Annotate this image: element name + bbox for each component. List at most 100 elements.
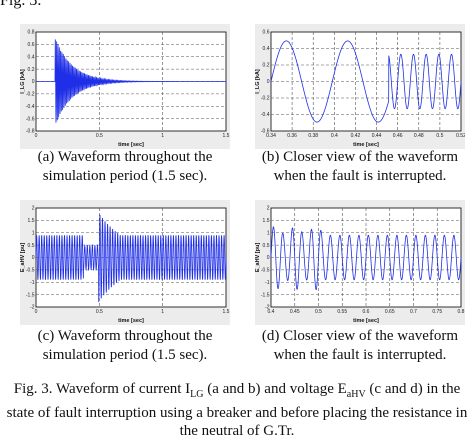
plot-c-xlabel: time [sec] xyxy=(118,318,144,324)
plot-a-series-line xyxy=(36,39,226,123)
plot-c-ytick-label: 1 xyxy=(32,230,35,236)
plot-d: 0.4 0.45 0.5 0.55 0.6 0.65 0.7 0.75 0.8 2 1.5 1 0.5 0… xyxy=(255,200,465,325)
plot-c-ytick-label: -1 xyxy=(30,280,35,286)
plot-d-xtick-label: 0.65 xyxy=(385,309,395,315)
plot-c-ytick-label: -0.5 xyxy=(26,268,35,274)
plot-c-xtick-label: 1 xyxy=(161,309,164,315)
plot-a-xtick-label: 0.5 xyxy=(96,133,103,139)
plot-a-ylabel: I_LG [kA] xyxy=(20,69,26,94)
plot-a: 0 0.5 1 1.5 0.8 0.6 0.4 0.2 0 -0.2 -0.4 -0.6 -0.8 tim… xyxy=(20,24,230,149)
plot-b-xtick-label: 0.36 xyxy=(287,133,297,139)
plot-c: 0 0.5 1 1.5 2 1.5 1 0.5 0 -0.5 -1 -1.5 -2 time [sec] E… xyxy=(20,200,230,325)
plot-a-xtick-label: 1.5 xyxy=(223,133,230,139)
plot-a-xtick-label: 1 xyxy=(161,133,164,139)
figure-caption: Fig. 3. Waveform of current ILG (a and b… xyxy=(0,380,474,440)
plot-c-xtick-label: 1.5 xyxy=(223,309,230,315)
plot-d-xtick-label: 0.75 xyxy=(432,309,442,315)
caption-d-line1: (d) Closer view of the waveform xyxy=(261,328,459,344)
plot-b-xtick-label: 0.44 xyxy=(372,133,382,139)
subscript-ahv: aHV xyxy=(346,389,366,400)
plot-panel-d: 0.4 0.45 0.5 0.55 0.6 0.65 0.7 0.75 0.8 2 1.5 1 0.5 0… xyxy=(255,200,465,325)
plot-b-series-line xyxy=(270,40,462,123)
plot-d-ytick-label: 1.5 xyxy=(263,218,270,224)
plot-panel-b: 0.34 0.36 0.38 0.4 0.42 0.44 0.46 0.48 0.5 0.52 0.… xyxy=(255,24,465,149)
plot-panel-c: 0 0.5 1 1.5 2 1.5 1 0.5 0 -0.5 -1 -1.5 -2 time [sec] E… xyxy=(20,200,230,325)
plot-d-xlabel: time [sec] xyxy=(353,318,379,324)
plot-d-xtick-label: 0.5 xyxy=(315,309,322,315)
figure-caption-line1: Fig. 3. Waveform of current ILG (a and b… xyxy=(13,381,461,400)
caption-c-line1: (c) Waveform throughout the xyxy=(37,328,213,344)
plot-a-ytick-label: 0.4 xyxy=(28,54,35,60)
plot-d-ytick-label: 1 xyxy=(267,230,270,236)
plot-c-xtick-label: 0.5 xyxy=(96,309,103,315)
plot-c-ytick-label: 0.5 xyxy=(28,243,35,249)
subscript-lg: LG xyxy=(190,389,204,400)
plot-d-ytick-label: -2 xyxy=(265,305,270,311)
plot-d-ytick-label: 2 xyxy=(267,206,270,212)
plot-a-xtick-label: 0 xyxy=(35,133,38,139)
plot-b-ylabel: I_LG [kA] xyxy=(255,69,261,94)
plot-a-ytick-label: 0 xyxy=(32,79,35,85)
plot-b-xtick-label: 0.4 xyxy=(331,133,338,139)
plot-b-xtick-label: 0.42 xyxy=(351,133,361,139)
caption-a-line1: (a) Waveform throughout the xyxy=(37,149,213,165)
caption-d-line2: when the fault is interrupted. xyxy=(273,347,447,363)
plot-d-xtick-label: 0.4 xyxy=(268,309,275,315)
caption-c: (c) Waveform throughout the simulation p… xyxy=(10,327,240,365)
caption-a-line2: simulation period (1.5 sec). xyxy=(42,168,208,184)
plot-a-xlabel: time [sec] xyxy=(118,142,144,148)
plot-b-ytick-label: 0.4 xyxy=(263,46,270,52)
figure-caption-line2: state of fault interruption using a brea… xyxy=(6,405,468,421)
figure-heading: Fig. 3. xyxy=(0,0,42,9)
plot-b-ytick-label: 0.6 xyxy=(263,30,270,36)
plot-b-xtick-label: 0.48 xyxy=(414,133,424,139)
figure-caption-line3: the neutral of G.Tr. xyxy=(179,423,295,439)
plot-c-ytick-label: 0 xyxy=(32,255,35,261)
caption-b-line1: (b) Closer view of the waveform xyxy=(261,149,459,165)
plot-panel-a: 0 0.5 1 1.5 0.8 0.6 0.4 0.2 0 -0.2 -0.4 -0.6 -0.8 tim… xyxy=(20,24,230,149)
plot-b-xtick-label: 0.5 xyxy=(436,133,443,139)
plot-a-ytick-label: -0.6 xyxy=(26,116,35,122)
plot-d-ytick-label: -1.5 xyxy=(261,292,270,298)
plot-a-ytick-label: 0.6 xyxy=(28,42,35,48)
plot-b-xtick-label: 0.38 xyxy=(308,133,318,139)
plot-d-xtick-label: 0.7 xyxy=(410,309,417,315)
plot-b-xtick-label: 0.52 xyxy=(456,133,465,139)
plot-a-ytick-label: 0.2 xyxy=(28,67,35,73)
caption-d: (d) Closer view of the waveform when the… xyxy=(245,327,474,365)
plot-b-ytick-label: 0 xyxy=(267,79,270,85)
plot-b-xlabel: time [sec] xyxy=(353,142,379,148)
plot-d-ytick-label: -1 xyxy=(265,280,270,286)
plot-d-series-line xyxy=(270,226,462,291)
plot-d-ytick-label: -0.5 xyxy=(261,268,270,274)
caption-a: (a) Waveform throughout the simulation p… xyxy=(10,148,240,186)
plot-b-ytick-label: -0.2 xyxy=(261,96,270,102)
plot-d-xtick-label: 0.55 xyxy=(337,309,347,315)
plot-d-ylabel: E_aHV [pu] xyxy=(255,243,261,273)
plot-c-ytick-label: -1.5 xyxy=(26,292,35,298)
plot-a-ytick-label: -0.8 xyxy=(26,129,35,135)
plot-b-ytick-label: -0.4 xyxy=(261,112,270,118)
plot-b-ytick-label: 0.2 xyxy=(263,63,270,69)
plot-d-ytick-label: 0.5 xyxy=(263,243,270,249)
caption-c-line2: simulation period (1.5 sec). xyxy=(42,347,208,363)
plot-d-ytick-label: 0 xyxy=(267,255,270,261)
plot-c-ytick-label: 2 xyxy=(32,206,35,212)
plot-d-xtick-label: 0.45 xyxy=(290,309,300,315)
plot-b-ytick-label: -0.6 xyxy=(261,129,270,135)
plot-c-ytick-label: 1.5 xyxy=(28,218,35,224)
plot-c-ylabel: E_aHV [pu] xyxy=(20,243,26,273)
plot-c-series-line xyxy=(35,214,227,303)
plot-a-ytick-label: -0.2 xyxy=(26,92,35,98)
plot-d-xtick-label: 0.6 xyxy=(363,309,370,315)
plot-a-ytick-label: 0.8 xyxy=(28,30,35,36)
plot-b-xtick-label: 0.34 xyxy=(266,133,276,139)
plot-b: 0.34 0.36 0.38 0.4 0.42 0.44 0.46 0.48 0.5 0.52 0.… xyxy=(255,24,465,149)
plot-c-ytick-label: -2 xyxy=(30,305,35,311)
plot-d-xtick-label: 0.8 xyxy=(458,309,465,315)
plot-a-ytick-label: -0.4 xyxy=(26,104,35,110)
caption-b: (b) Closer view of the waveform when the… xyxy=(245,148,474,186)
caption-b-line2: when the fault is interrupted. xyxy=(273,168,447,184)
plot-b-xtick-label: 0.46 xyxy=(393,133,403,139)
plot-c-xtick-label: 0 xyxy=(35,309,38,315)
